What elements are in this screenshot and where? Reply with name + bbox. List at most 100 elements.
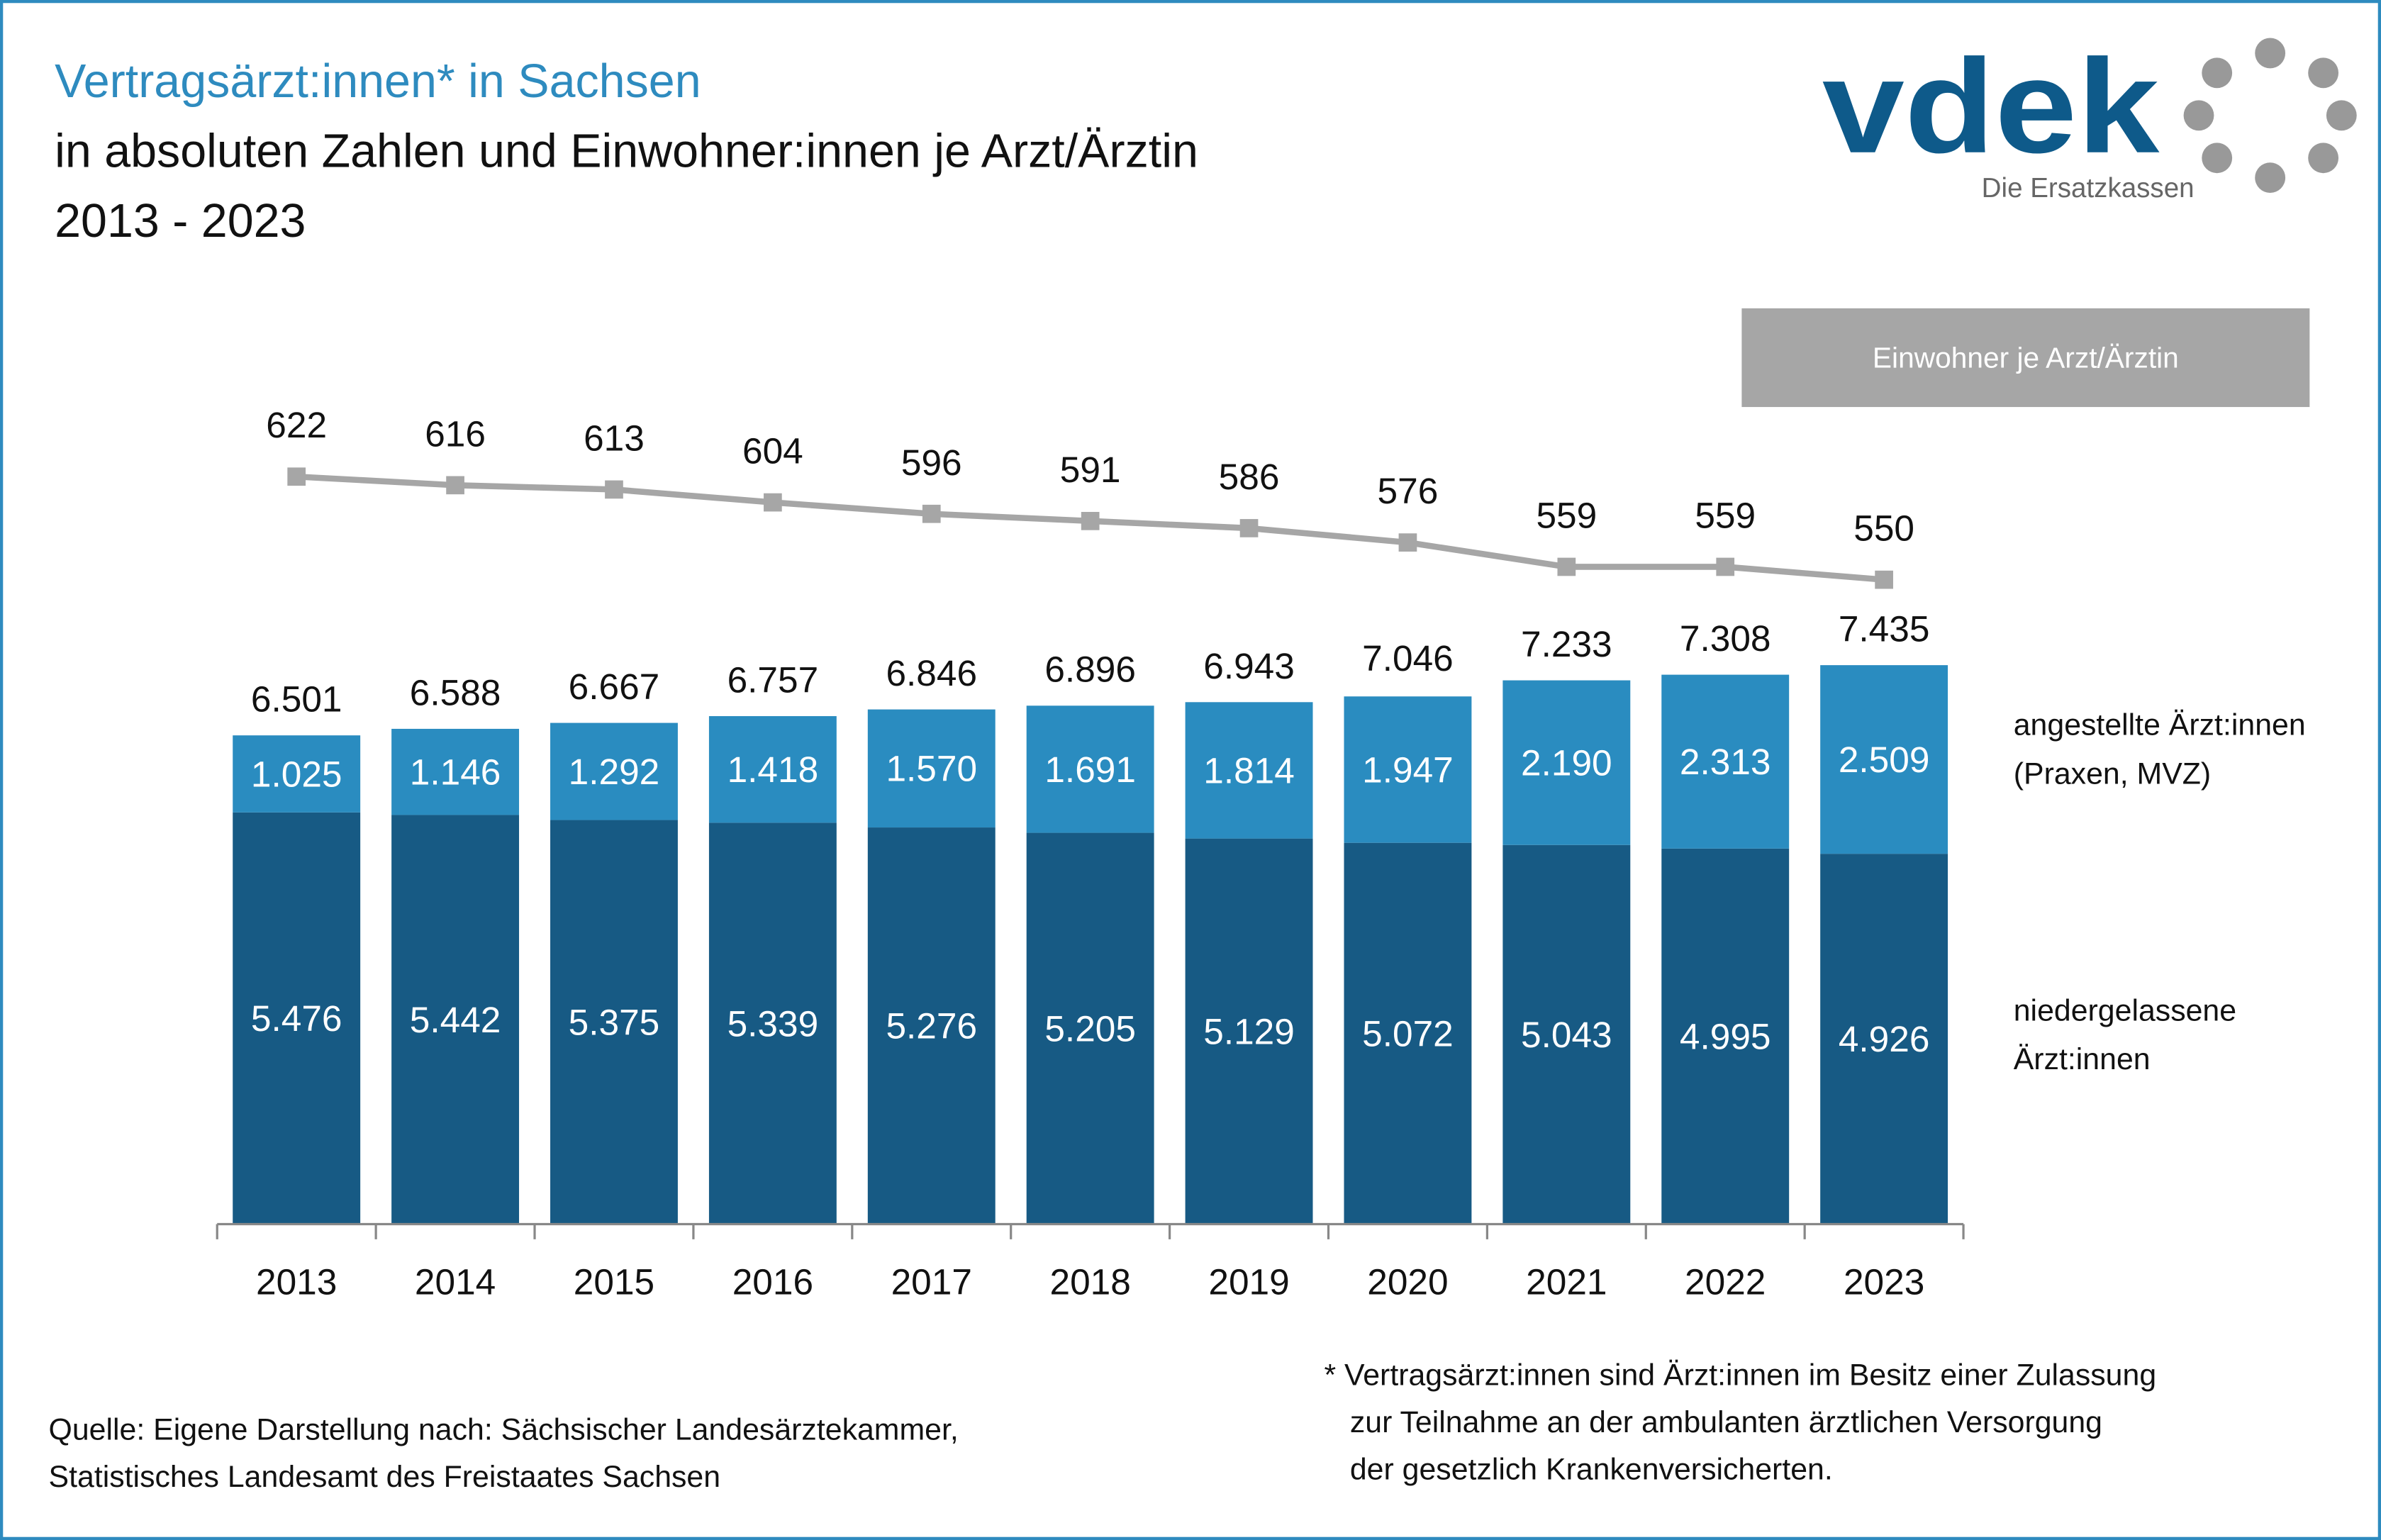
total-label: 6.501: [251, 679, 342, 720]
bar-segment: [233, 812, 361, 1224]
bar-segment: [550, 722, 678, 820]
value-label: 616: [425, 413, 486, 454]
bar-segment: [391, 728, 520, 815]
title: Vertragsärzt:innen* in Sachsen: [55, 55, 701, 108]
x-tick-label: 2020: [1367, 1261, 1448, 1302]
x-tick-label: 2013: [256, 1261, 337, 1302]
x-tick-label: 2014: [415, 1261, 496, 1302]
source-line: Statistisches Landesamt des Freistaates …: [48, 1461, 721, 1495]
value-label: 622: [266, 404, 327, 445]
value-label: 4.926: [1839, 1018, 1930, 1059]
legend-line-label: Einwohner je Arzt/Ärztin: [1873, 341, 2179, 374]
x-tick-label: 2017: [891, 1261, 972, 1302]
x-tick-label: 2023: [1844, 1261, 1924, 1302]
value-label: 5.072: [1362, 1012, 1454, 1054]
source-line: Quelle: Eigene Darstellung nach: Sächsis…: [48, 1414, 959, 1448]
x-tick-label: 2019: [1208, 1261, 1289, 1302]
total-label: 6.846: [886, 652, 977, 693]
value-label: 5.205: [1044, 1008, 1136, 1049]
value-label: 1.418: [727, 749, 819, 790]
bar-segment: [1820, 665, 1948, 854]
line-marker: [1716, 557, 1735, 576]
bar-segment: [1185, 838, 1313, 1224]
bar-segment: [867, 709, 996, 828]
logo-tagline: Die Ersatzkassen: [1982, 173, 2195, 203]
logo-ring: [2183, 38, 2357, 194]
bar-segment: [867, 827, 996, 1224]
subtitle: in absoluten Zahlen und Einwohner:innen …: [55, 124, 1198, 178]
value-label: 5.043: [1521, 1014, 1612, 1055]
bar-segment: [1026, 832, 1154, 1224]
value-label: 559: [1536, 494, 1597, 535]
bar-segment: [550, 820, 678, 1224]
value-label: 1.691: [1044, 749, 1136, 790]
line-marker: [605, 480, 623, 499]
bar-segment: [1185, 702, 1313, 839]
x-tick-label: 2015: [574, 1261, 654, 1302]
line-marker: [446, 476, 464, 495]
value-label: 4.995: [1680, 1016, 1771, 1057]
total-label: 6.757: [727, 659, 819, 700]
value-label: 5.375: [569, 1001, 660, 1042]
value-label: 2.313: [1680, 741, 1771, 782]
total-label: 7.046: [1362, 637, 1454, 679]
total-label: 6.667: [569, 666, 660, 707]
line-marker: [1875, 570, 1893, 589]
value-label: 2.509: [1839, 739, 1930, 780]
x-tick-label: 2021: [1526, 1261, 1607, 1302]
total-label: 6.588: [410, 671, 501, 713]
value-label: 5.276: [886, 1005, 977, 1047]
bar-segment: [1344, 842, 1472, 1224]
bar-segment: [1502, 680, 1631, 845]
value-label: 1.570: [886, 748, 977, 789]
total-label: 6.943: [1203, 645, 1295, 686]
value-label: 1.146: [410, 752, 501, 793]
total-label: 6.896: [1044, 649, 1136, 690]
logo-text: vdek: [1822, 31, 2160, 181]
value-label: 1.025: [251, 753, 342, 794]
value-label: 576: [1378, 470, 1439, 511]
legend-box: [1741, 308, 2310, 408]
total-label: 7.233: [1521, 623, 1612, 664]
total-label: 7.435: [1839, 608, 1930, 649]
x-tick-label: 2016: [732, 1261, 813, 1302]
value-label: 613: [584, 417, 645, 458]
bar-segment: [391, 815, 520, 1224]
footnote-line: zur Teilnahme an der ambulanten ärztlich…: [1349, 1406, 2103, 1440]
line-marker: [1398, 533, 1417, 552]
value-label: 559: [1695, 494, 1756, 535]
x-tick-label: 2018: [1049, 1261, 1130, 1302]
line-marker: [1081, 511, 1100, 530]
line-marker: [287, 467, 306, 486]
line-marker: [1239, 519, 1259, 537]
bar-segment: [1661, 848, 1790, 1224]
value-label: 1.292: [569, 751, 660, 792]
value-label: 5.129: [1203, 1010, 1295, 1051]
bar-segment: [1026, 705, 1154, 833]
total-label: 7.308: [1680, 618, 1771, 659]
legend-label: angestellte Ärzt:innen (Praxen, MVZ): [2013, 709, 2306, 791]
period: 2013 - 2023: [55, 194, 306, 248]
line-marker: [1557, 557, 1576, 576]
value-label: 586: [1219, 456, 1280, 497]
value-label: 1.814: [1203, 749, 1295, 791]
value-label: 2.190: [1521, 742, 1612, 783]
line-marker: [922, 504, 941, 523]
bar-segment: [1820, 854, 1948, 1224]
value-label: 596: [901, 442, 962, 483]
value-label: 5.442: [410, 999, 501, 1040]
value-label: 550: [1853, 508, 1914, 549]
bar-segment: [233, 735, 361, 813]
source: Quelle: Eigene Darstellung nach: Sächsis…: [49, 1408, 1203, 1502]
bar-segment: [708, 716, 837, 823]
footnote-line: der gesetzlich Krankenversicherten.: [1349, 1453, 1833, 1488]
footnote: * Vertragsärzt:innen sind Ärzt:innen im …: [1324, 1354, 2356, 1495]
value-label: 5.339: [727, 1003, 819, 1044]
value-label: 591: [1060, 449, 1121, 490]
value-label: 1.947: [1362, 749, 1454, 790]
bar-segment: [708, 822, 837, 1224]
line-marker: [764, 493, 782, 512]
